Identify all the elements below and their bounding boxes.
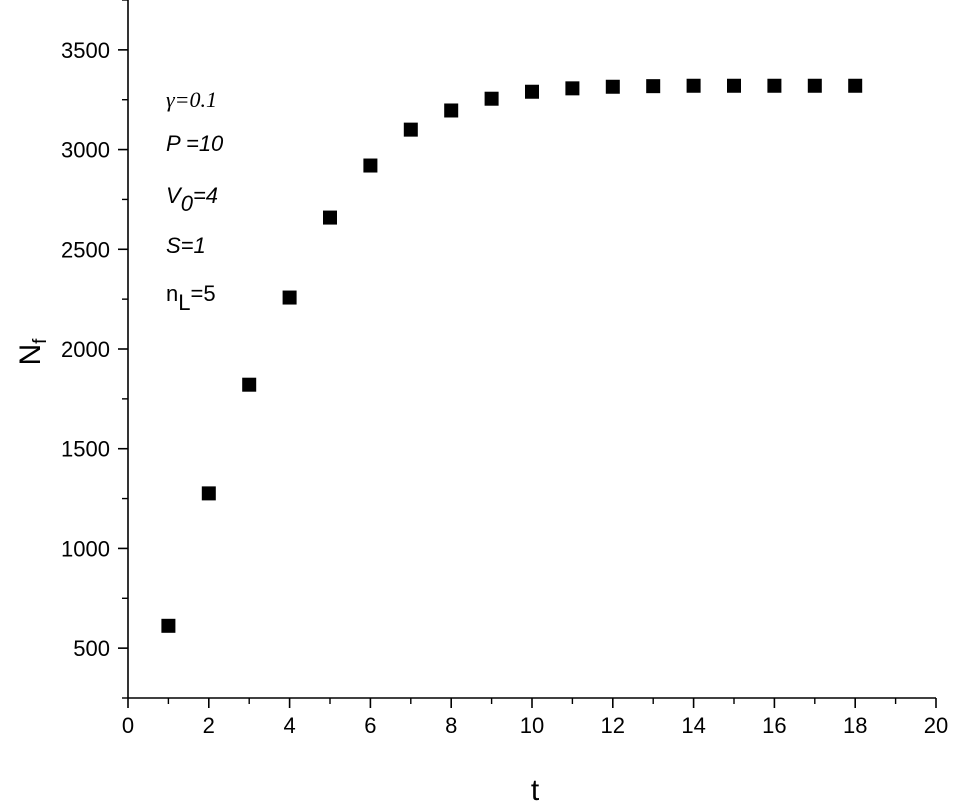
y-axis-label: Nf xyxy=(14,338,51,366)
annotation-gamma: γ=0.1 xyxy=(166,87,217,112)
y-tick-label: 500 xyxy=(73,636,110,661)
annotation-s: S=1 xyxy=(166,233,206,258)
annotation-v0-sub: 0 xyxy=(181,191,194,216)
data-point xyxy=(403,122,418,137)
y-tick-label: 1500 xyxy=(61,437,110,462)
data-point xyxy=(242,377,257,392)
y-tick-label: 2500 xyxy=(61,237,110,262)
y-axis-label-main: N xyxy=(14,344,47,366)
data-point xyxy=(363,158,378,173)
x-tick-label: 10 xyxy=(520,713,544,738)
y-axis-label-sub: f xyxy=(30,338,51,344)
x-axis-label: t xyxy=(531,774,540,805)
data-point xyxy=(323,210,337,225)
x-tick-label: 4 xyxy=(283,713,295,738)
data-point xyxy=(686,78,701,93)
annotation-nl: nL=5 xyxy=(166,281,216,315)
ticks-layer: 0 2 4 6 8 10 12 14 16 18 20 500 1000 1500 2000 2500 3000… xyxy=(61,0,948,738)
data-point xyxy=(646,79,661,94)
annotation-nl-sub: L xyxy=(178,290,190,315)
data-point xyxy=(161,618,176,633)
parameter-annotations: γ=0.1 P =10 V0=4 S=1 nL=5 xyxy=(166,87,224,315)
data-point xyxy=(525,84,539,99)
data-point xyxy=(848,78,863,93)
data-point xyxy=(444,103,459,118)
data-point xyxy=(201,486,216,501)
data-point xyxy=(565,81,580,96)
data-point xyxy=(484,91,499,106)
data-point xyxy=(807,78,822,93)
data-point xyxy=(605,79,620,94)
annotation-v0-main: V xyxy=(166,183,183,208)
data-point xyxy=(767,78,782,93)
x-tick-label: 0 xyxy=(122,713,134,738)
y-tick-label: 1000 xyxy=(61,536,110,561)
x-tick-label: 2 xyxy=(203,713,215,738)
x-tick-label: 12 xyxy=(601,713,625,738)
y-tick-label: 2000 xyxy=(61,337,110,362)
annotation-nl-rest: =5 xyxy=(191,281,216,306)
y-tick-label: 3500 xyxy=(61,38,110,63)
annotation-v0-rest: =4 xyxy=(193,183,218,208)
x-tick-label: 6 xyxy=(364,713,376,738)
annotation-v0: V0=4 xyxy=(166,183,218,216)
annotation-nl-main: n xyxy=(166,281,178,306)
data-point xyxy=(727,78,741,93)
x-tick-label: 8 xyxy=(445,713,457,738)
data-point xyxy=(282,290,297,305)
x-tick-label: 16 xyxy=(762,713,786,738)
marks-layer xyxy=(161,78,863,633)
annotation-p: P =10 xyxy=(166,131,224,156)
x-tick-label: 18 xyxy=(843,713,867,738)
x-tick-label: 20 xyxy=(924,713,948,738)
x-tick-label: 14 xyxy=(681,713,705,738)
y-tick-label: 3000 xyxy=(61,138,110,163)
